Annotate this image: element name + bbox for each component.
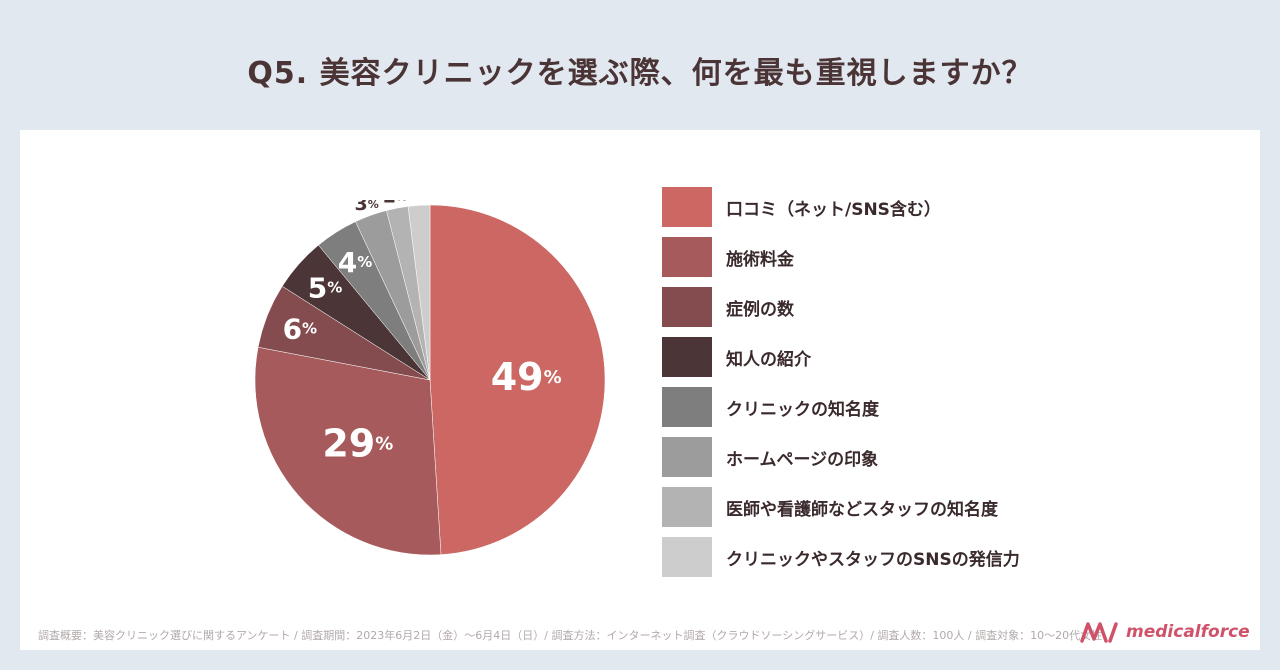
slice-value-label: 4% (338, 245, 373, 278)
legend-item: クリニックやスタッフのSNSの発信力 (662, 537, 1020, 577)
pie-svg: 49% 29% 6% 5%4% 3% 2%2% (254, 182, 606, 556)
legend-swatch (662, 487, 712, 527)
legend-label: 施術料金 (726, 249, 794, 270)
chart-title: Q5. 美容クリニックを選ぶ際、何を最も重視しますか？ (247, 56, 1033, 91)
medicalforce-logo-icon (1080, 622, 1118, 643)
legend-item: 症例の数 (662, 287, 1020, 327)
pie-slice (429, 204, 606, 555)
legend-swatch (662, 437, 712, 477)
pie-chart: 49% 29% 6% 5%4% 3% 2%2% (250, 182, 610, 560)
legend-swatch (662, 537, 712, 577)
legend-label: 知人の紹介 (726, 349, 811, 370)
legend-swatch (662, 387, 712, 427)
legend-label: 症例の数 (726, 299, 794, 320)
chart-card: 49% 29% 6% 5%4% 3% 2%2% 口コミ（ネット/SNS含む） 施術料金症例の… (20, 130, 1260, 650)
brand-name: medicalforce (1126, 622, 1250, 642)
slice-value-label: 6% (283, 312, 318, 345)
legend-label: クリニックやスタッフのSNSの発信力 (726, 549, 1020, 570)
pie-slice (254, 346, 442, 556)
legend-item: 医師や看護師などスタッフの知名度 (662, 487, 1020, 527)
slice-value-label: 49% (491, 355, 562, 399)
legend-label: 口コミ（ネット/SNS含む） (726, 199, 941, 220)
legend-swatch (662, 287, 712, 327)
legend-item: クリニックの知名度 (662, 387, 1020, 427)
legend-swatch (662, 187, 712, 227)
legend: 口コミ（ネット/SNS含む） 施術料金症例の数知人の紹介クリニックの知名度 ホームペ… (662, 187, 1020, 587)
pie-slice (407, 204, 431, 381)
legend-item: 知人の紹介 (662, 337, 1020, 377)
slice-value-label: 5% (308, 271, 343, 304)
legend-label: クリニックの知名度 (726, 399, 879, 420)
legend-item: 口コミ（ネット/SNS含む） (662, 187, 1020, 227)
legend-item: 施術料金 (662, 237, 1020, 277)
legend-swatch (662, 237, 712, 277)
legend-label: 医師や看護師などスタッフの知名度 (726, 499, 998, 520)
survey-footnote: 調査概要：美容クリニック選びに関するアンケート / 調査期間：2023年6月2日… (38, 629, 1103, 642)
slice-value-label: 29% (322, 422, 393, 466)
legend-label: ホームページの印象 (726, 449, 879, 470)
legend-item: ホームページの印象 (662, 437, 1020, 477)
slice-value-label: 3% (355, 200, 379, 215)
legend-swatch (662, 337, 712, 377)
slice-value-label: 2% (406, 200, 430, 204)
slice-value-label: 2% (383, 200, 407, 207)
brand-logo: medicalforce (1080, 621, 1250, 643)
